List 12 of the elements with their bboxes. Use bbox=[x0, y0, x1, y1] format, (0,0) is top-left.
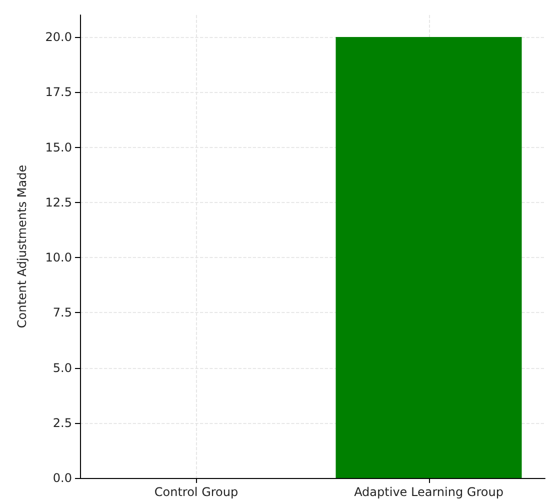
y-tick-label: 17.5 bbox=[45, 85, 72, 100]
y-tick-label: 12.5 bbox=[45, 195, 72, 210]
y-tick-label: 20.0 bbox=[45, 30, 72, 44]
y-tick-label: 2.5 bbox=[52, 416, 72, 430]
x-tick-label: Control Group bbox=[154, 485, 238, 499]
y-tick-label: 5.0 bbox=[52, 360, 72, 375]
y-tick-label: 0.0 bbox=[52, 471, 72, 485]
y-axis-title: Content Adjustments Made bbox=[15, 164, 29, 328]
x-tick-label: Adaptive Learning Group bbox=[354, 485, 504, 499]
y-tick-label: 10.0 bbox=[45, 250, 72, 265]
y-tick-label: 7.5 bbox=[52, 306, 72, 320]
y-tick-label: 15.0 bbox=[45, 140, 72, 154]
